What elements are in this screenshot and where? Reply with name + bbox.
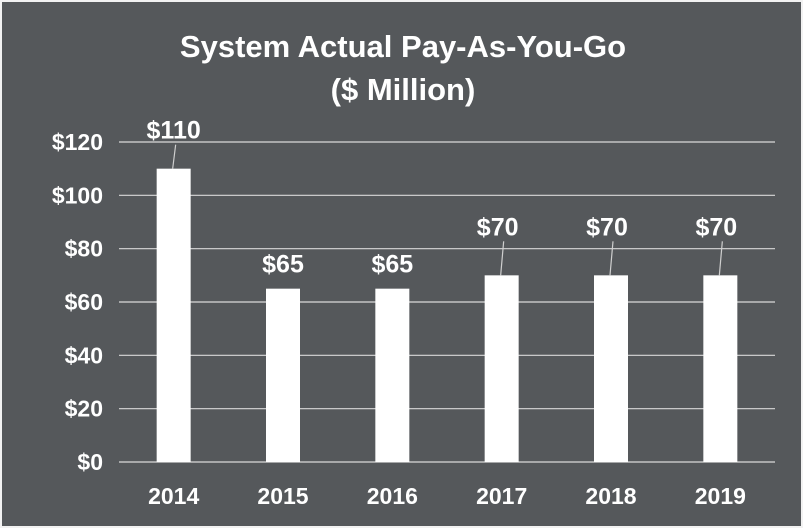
data-label-2019: $70 [695, 213, 737, 241]
bar-2019 [703, 275, 738, 462]
bar-2015 [266, 288, 300, 462]
data-label-2014: $110 [147, 117, 201, 145]
gridlines [119, 141, 775, 463]
chart-subtitle: ($ Million) [331, 72, 476, 107]
leader-line-2014 [172, 144, 177, 169]
y-tick-label: $0 [77, 449, 103, 475]
data-label-leaders [172, 144, 723, 276]
y-tick-label: $80 [65, 236, 103, 262]
data-label-2017: $70 [477, 213, 519, 241]
leader-line-2018 [609, 241, 614, 276]
y-tick-label: $60 [65, 289, 103, 315]
x-tick-label: 2015 [257, 483, 308, 509]
y-tick-label: $100 [52, 182, 103, 208]
data-label-2016: $65 [371, 251, 413, 279]
y-tick-label: $40 [65, 342, 103, 368]
data-label-2018: $70 [586, 213, 628, 241]
x-tick-label: 2019 [695, 483, 746, 509]
bar-2016 [375, 288, 410, 462]
y-axis-ticks: $0 $20 $40 $60 $80 $100 $120 [52, 129, 103, 475]
x-axis-ticks: 2014 2015 2016 2017 2018 2019 [148, 483, 746, 509]
bar-2018 [594, 275, 628, 462]
x-tick-label: 2018 [585, 483, 636, 509]
x-tick-label: 2016 [367, 483, 418, 509]
data-label-2015: $65 [262, 251, 304, 279]
y-tick-label: $20 [65, 396, 103, 422]
x-tick-label: 2014 [148, 483, 199, 509]
chart-title: System Actual Pay-As-You-Go [180, 29, 626, 64]
leader-line-2019 [718, 241, 723, 276]
bars [156, 168, 738, 462]
y-tick-label: $120 [52, 129, 103, 155]
x-tick-label: 2017 [476, 483, 527, 509]
bar-2017 [484, 275, 519, 462]
data-labels: $110 $65 $65 $70 $70 $70 [147, 117, 738, 279]
bar-2014 [156, 168, 191, 462]
leader-line-2017 [500, 241, 505, 276]
